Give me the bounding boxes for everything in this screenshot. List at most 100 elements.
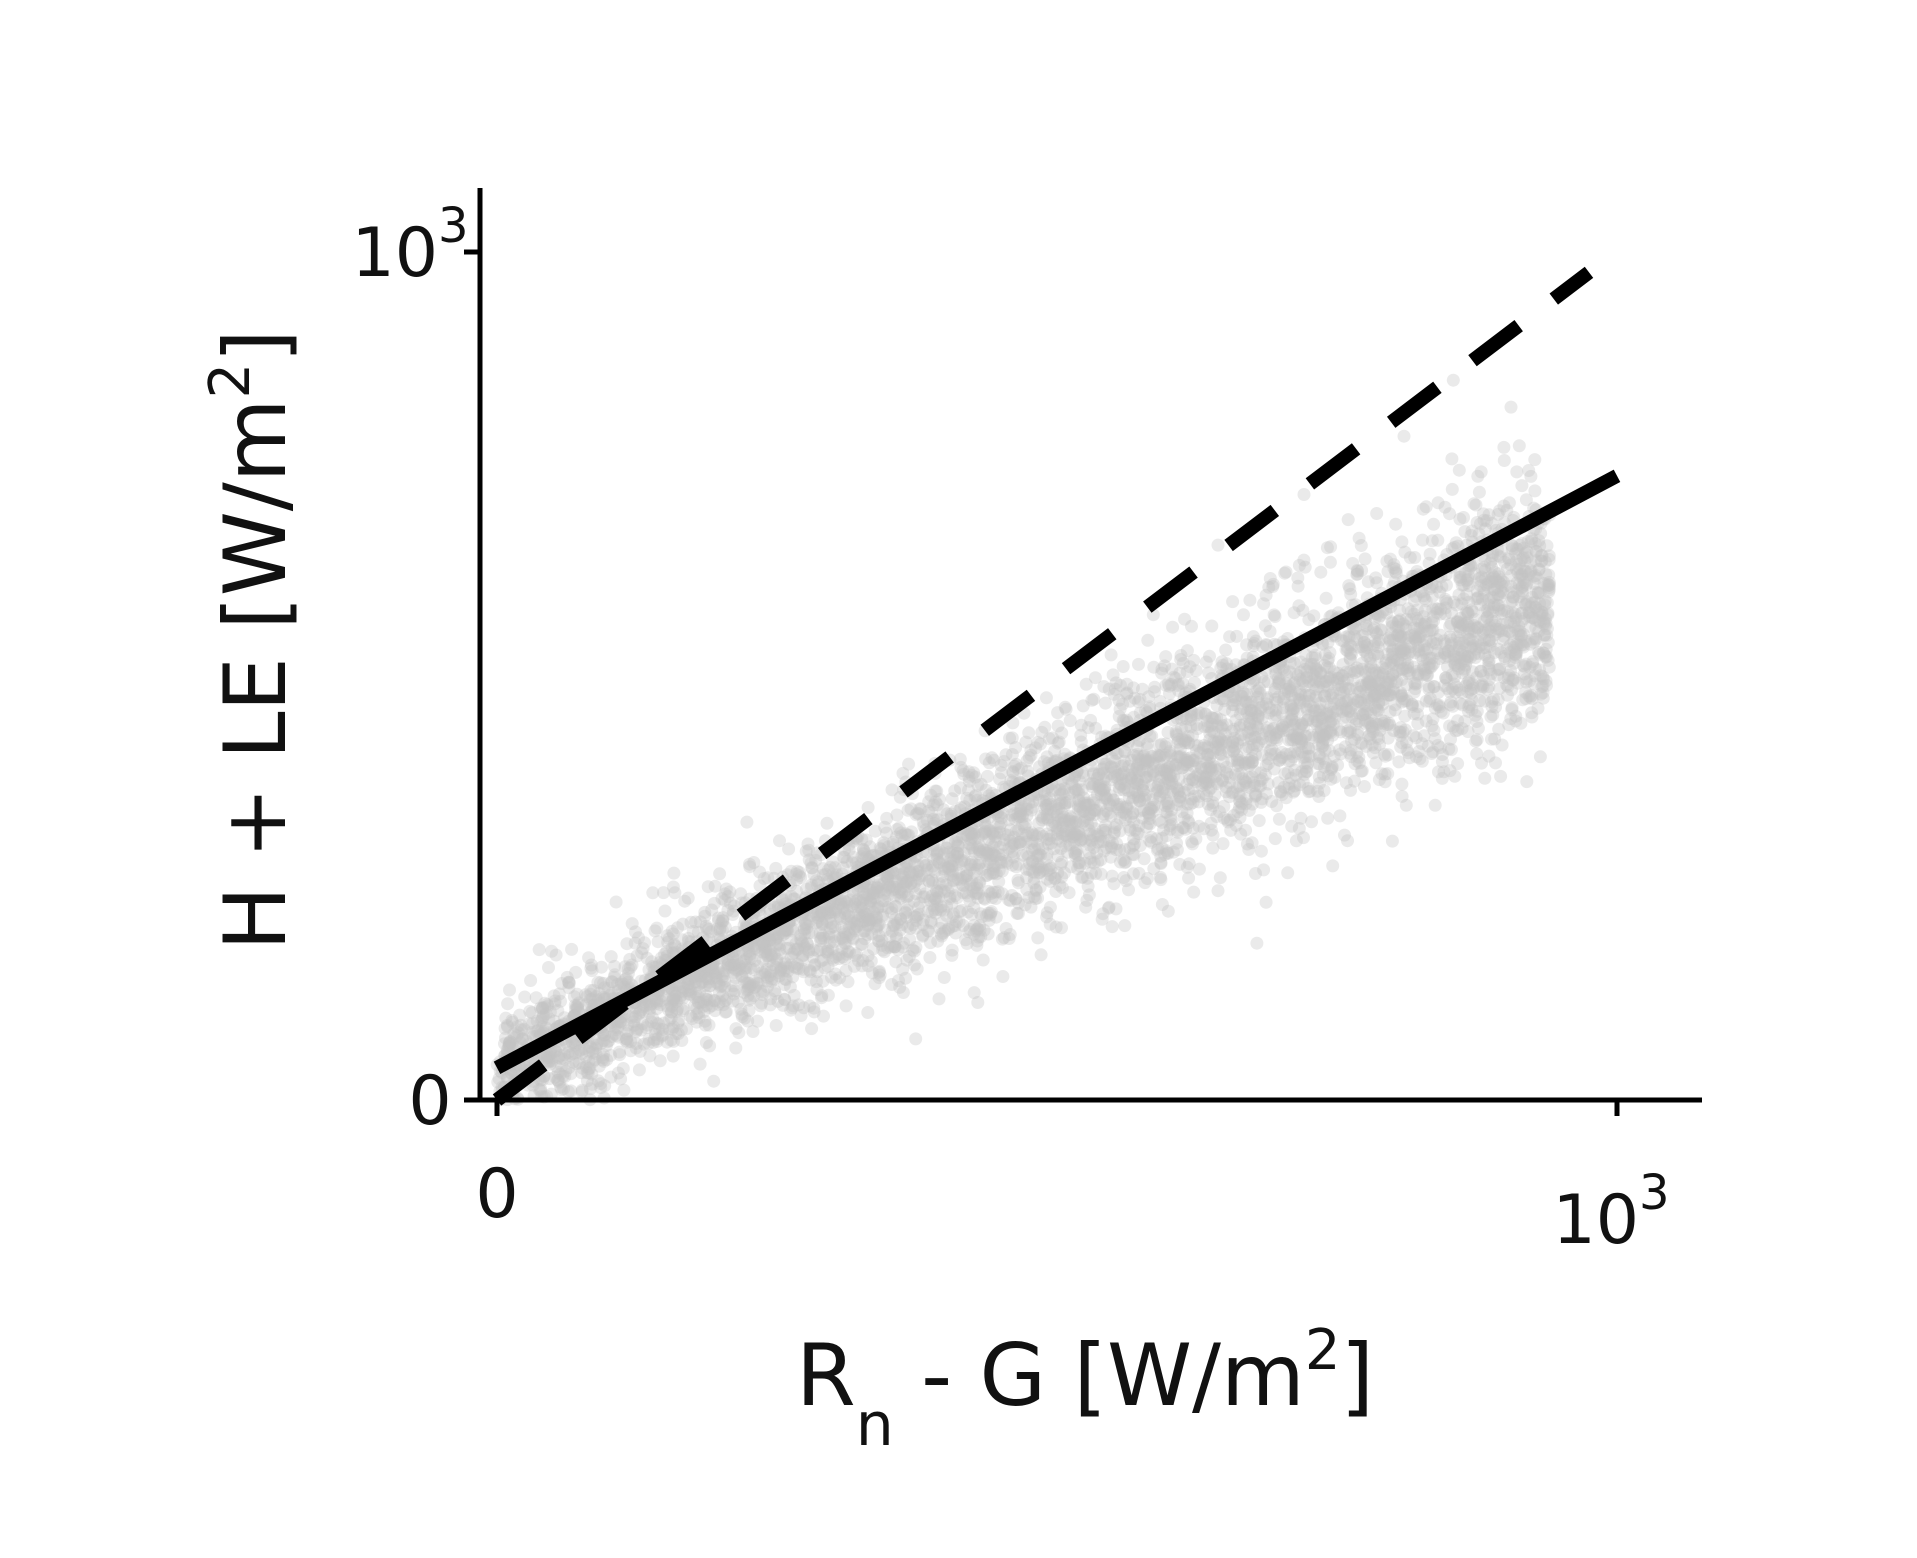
scatter-point: [1234, 689, 1248, 703]
scatter-point: [1425, 651, 1439, 665]
scatter-point: [1516, 551, 1530, 565]
scatter-point: [805, 861, 819, 875]
scatter-point: [692, 995, 706, 1009]
scatter-point: [1238, 757, 1252, 771]
scatter-point: [1391, 653, 1405, 667]
scatter-point: [953, 905, 967, 918]
scatter-point: [1167, 845, 1180, 859]
scatter-point: [1146, 804, 1160, 818]
scatter-point: [1537, 646, 1551, 660]
scatter-point: [848, 924, 862, 938]
scatter-point: [1328, 712, 1341, 725]
scatter-point: [975, 845, 989, 859]
scatter-point: [1230, 629, 1244, 643]
scatter-point: [1140, 764, 1154, 778]
scatter-point: [530, 1014, 544, 1028]
scatter-point: [1204, 803, 1218, 817]
scatter-point: [1218, 727, 1232, 741]
scatter-point: [667, 866, 681, 880]
scatter-point: [1148, 680, 1162, 694]
scatter-point: [1492, 602, 1506, 616]
scatter-point: [1036, 863, 1050, 877]
scatter-point: [1440, 596, 1454, 610]
scatter-point: [1201, 741, 1215, 755]
scatter-point: [1347, 732, 1361, 746]
scatter-point: [1245, 751, 1259, 765]
scatter-point: [1049, 885, 1063, 898]
scatter-point: [1468, 651, 1482, 664]
scatter-point: [1426, 712, 1440, 726]
scatter-point: [836, 901, 850, 915]
scatter-point: [1261, 691, 1275, 705]
scatter-point: [743, 949, 757, 963]
scatter-point: [575, 1085, 589, 1099]
scatter-point: [910, 962, 924, 976]
scatter-point: [1294, 655, 1308, 669]
scatter-point: [901, 889, 915, 903]
scatter-point: [1379, 654, 1393, 667]
scatter-point: [1281, 866, 1295, 880]
scatter-point: [1286, 733, 1300, 747]
scatter-point: [1054, 777, 1067, 791]
scatter-point: [1373, 683, 1387, 697]
scatter-point: [1226, 735, 1240, 749]
scatter-point: [1271, 671, 1285, 685]
scatter-point: [807, 868, 821, 882]
scatter-point: [945, 943, 959, 957]
scatter-point: [945, 858, 958, 872]
scatter-point: [880, 811, 894, 825]
scatter-point: [1011, 873, 1025, 887]
scatter-point: [1319, 591, 1333, 605]
scatter-point: [1081, 796, 1094, 810]
scatter-point: [1473, 517, 1487, 531]
scatter-point: [1087, 829, 1101, 843]
scatter-point: [896, 766, 910, 780]
scatter-point: [1252, 779, 1266, 793]
scatter-point: [829, 967, 842, 981]
scatter-point: [1526, 657, 1539, 671]
scatter-point: [1368, 611, 1382, 625]
scatter-point: [1189, 775, 1203, 788]
scatter-point: [804, 973, 818, 987]
scatter-point: [577, 1042, 591, 1056]
scatter-point: [1162, 799, 1176, 813]
scatter-point: [1253, 774, 1267, 787]
scatter-point: [1518, 660, 1532, 674]
scatter-point: [868, 977, 882, 991]
scatter-point: [699, 919, 713, 933]
scatter-point: [1205, 764, 1219, 778]
scatter-point: [1155, 763, 1168, 776]
scatter-point: [1334, 633, 1348, 647]
scatter-point: [1203, 649, 1216, 663]
scatter-point: [1478, 572, 1492, 585]
scatter-point: [981, 769, 994, 783]
scatter-point: [1014, 837, 1027, 851]
scatter-point: [1182, 773, 1196, 787]
scatter-point: [1204, 823, 1218, 837]
scatter-point: [1292, 722, 1306, 736]
scatter-point: [1542, 553, 1556, 566]
scatter-point: [1439, 578, 1453, 592]
scatter-point: [1144, 835, 1158, 849]
scatter-point: [843, 928, 857, 941]
scatter-point: [948, 784, 962, 798]
scatter-point: [545, 1054, 559, 1068]
scatter-point: [1214, 733, 1228, 746]
scatter-point: [900, 880, 914, 894]
scatter-point: [747, 856, 761, 869]
scatter-point: [1541, 606, 1555, 620]
scatter-point: [1320, 541, 1334, 555]
scatter-point: [798, 927, 812, 941]
scatter-point: [926, 876, 940, 890]
scatter-point: [840, 855, 854, 868]
scatter-point: [681, 984, 695, 998]
scatter-point: [758, 968, 772, 982]
scatter-point: [755, 996, 769, 1010]
scatter-point: [781, 923, 795, 937]
scatter-point: [1325, 760, 1339, 774]
scatter-point: [572, 1044, 586, 1058]
scatter-point: [1059, 839, 1073, 853]
scatter-point: [1135, 764, 1149, 778]
scatter-point: [553, 1049, 567, 1062]
scatter-point: [927, 894, 941, 908]
